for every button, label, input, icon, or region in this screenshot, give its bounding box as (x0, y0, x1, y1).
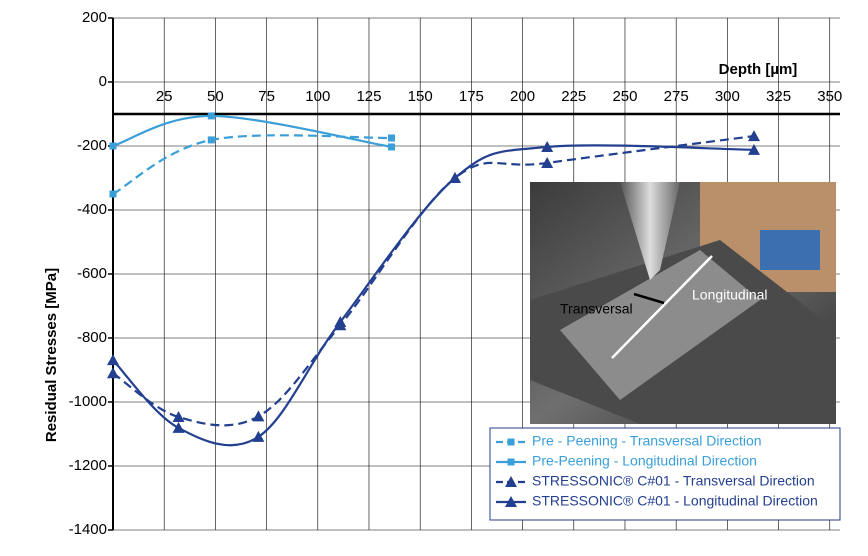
marker (747, 130, 760, 142)
y-tick-label: -1200 (69, 457, 107, 474)
marker (334, 316, 347, 327)
marker (388, 134, 396, 142)
annotation: Longitudinal (692, 287, 768, 303)
y-tick-label: -400 (77, 201, 107, 218)
marker (109, 190, 117, 198)
marker (507, 458, 515, 466)
photo-inset (530, 182, 836, 424)
x-axis-label: Depth [µm] (719, 61, 798, 78)
marker (172, 421, 185, 433)
marker (207, 136, 215, 144)
legend-box (489, 427, 841, 521)
marker (505, 476, 517, 487)
y-tick-label: -800 (77, 329, 107, 346)
marker (448, 172, 461, 183)
y-tick-label: 0 (99, 73, 107, 90)
legend-label: Pre - Peening - Transversal Direction (532, 433, 762, 449)
marker (747, 143, 760, 155)
y-tick-label: -600 (77, 265, 107, 282)
legend-label: Pre-Peening - Longitudinal Direction (532, 453, 757, 469)
y-axis-label: Residual Stresses [MPa] (43, 268, 60, 442)
annotation: Transversal (560, 301, 633, 317)
marker (541, 156, 554, 168)
marker (507, 438, 515, 446)
marker (505, 496, 517, 507)
marker (252, 430, 265, 442)
marker (172, 411, 185, 423)
marker (109, 142, 117, 150)
y-tick-label: -1000 (69, 393, 107, 410)
y-tick-label: -200 (77, 137, 107, 154)
marker (388, 143, 396, 151)
legend: Pre - Peening - Transversal Direction Pre… (489, 427, 841, 521)
marker (207, 112, 215, 120)
y-tick-label: -1400 (69, 521, 107, 538)
marker (252, 410, 265, 422)
series-line (112, 144, 755, 447)
y-tick-label: 200 (82, 9, 107, 26)
marker (107, 367, 119, 379)
legend-label: STRESSONIC® C#01 - Longitudinal Directio… (532, 493, 818, 509)
marker (541, 140, 554, 152)
series-line (112, 134, 392, 195)
marker (107, 354, 119, 366)
legend-label: STRESSONIC® C#01 - Transversal Direction (532, 473, 815, 489)
series-line (112, 114, 392, 149)
series-line (112, 134, 755, 427)
